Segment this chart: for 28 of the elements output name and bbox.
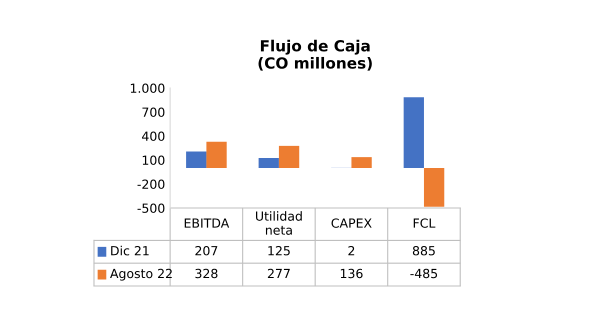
bar: [186, 151, 206, 168]
y-tick-label: -500: [138, 203, 164, 213]
bar: [351, 157, 372, 168]
x-tick-label: Utilidad neta: [256, 211, 302, 235]
bar: [424, 168, 444, 207]
x-tick-label: EBITDA: [184, 218, 230, 228]
legend-label: Agosto 22: [110, 268, 172, 281]
data-label: 2: [348, 246, 354, 256]
data-label: 207: [195, 246, 218, 256]
bar: [206, 142, 227, 168]
x-tick-label: CAPEX: [332, 218, 372, 228]
legend-label: Dic 21: [111, 246, 149, 256]
data-label: 277: [268, 268, 290, 278]
bar: [404, 97, 424, 168]
data-label: 885: [412, 246, 435, 256]
y-tick-label: 1.000: [130, 83, 164, 93]
y-tick-label: 100: [142, 155, 164, 165]
x-tick-label: FCL: [414, 218, 436, 228]
bar: [258, 158, 279, 168]
data-label: 328: [195, 268, 218, 278]
bar: [278, 146, 300, 168]
data-label: 125: [268, 246, 290, 256]
data-label: 136: [340, 268, 363, 278]
y-tick-label: 400: [142, 131, 164, 141]
chart-title: Flujo de Caja (CO millones): [258, 40, 372, 71]
y-tick-label: -200: [138, 179, 164, 189]
y-tick-label: 700: [142, 107, 164, 117]
data-label: -485: [410, 268, 438, 278]
